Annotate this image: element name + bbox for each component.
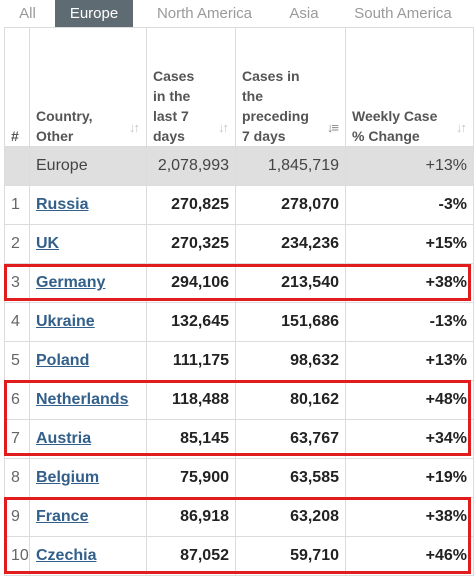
weekly-change: -13%: [345, 302, 474, 342]
header-index: #: [4, 27, 30, 147]
cases-preceding7: 278,070: [235, 185, 346, 225]
table-row: 5 Poland 111,175 98,632 +13%: [4, 341, 474, 381]
cases-last7: 270,325: [146, 224, 236, 264]
cases-last7: 270,825: [146, 185, 236, 225]
weekly-change: +38%: [345, 263, 474, 303]
country-link[interactable]: Netherlands: [36, 391, 129, 408]
cases-preceding7: 98,632: [235, 341, 346, 381]
cases-preceding7: 151,686: [235, 302, 346, 342]
header-weekly-change[interactable]: Weekly Case % Change ↓↑: [345, 27, 474, 147]
weekly-change: +19%: [345, 458, 474, 498]
weekly-change: -3%: [345, 185, 474, 225]
row-index: 4: [4, 302, 30, 342]
total-index: [4, 146, 30, 186]
row-index: 8: [4, 458, 30, 498]
row-index: 6: [4, 380, 30, 420]
country-link[interactable]: UK: [36, 235, 60, 252]
cases-last7: 86,918: [146, 497, 236, 537]
cases-preceding7: 63,585: [235, 458, 346, 498]
total-weekly-change: +13%: [345, 146, 474, 186]
cases-last7: 294,106: [146, 263, 236, 303]
table-row: 1 Russia 270,825 278,070 -3%: [4, 185, 474, 225]
row-index: 7: [4, 419, 30, 459]
tab-asia[interactable]: Asia: [289, 5, 319, 22]
row-index: 9: [4, 497, 30, 537]
table-row: 2 UK 270,325 234,236 +15%: [4, 224, 474, 264]
country-link[interactable]: France: [36, 508, 89, 525]
tab-europe[interactable]: Europe: [55, 0, 133, 27]
table-row: 8 Belgium 75,900 63,585 +19%: [4, 458, 474, 498]
header-cases-preceding7[interactable]: Cases in the preceding 7 days ↓≡: [235, 27, 346, 147]
row-index: 1: [4, 185, 30, 225]
cases-last7: 132,645: [146, 302, 236, 342]
total-cases-preceding7: 1,845,719: [235, 146, 346, 186]
country-link[interactable]: Russia: [36, 196, 89, 213]
tab-all[interactable]: All: [19, 5, 36, 22]
cases-preceding7: 59,710: [235, 536, 346, 576]
weekly-change: +38%: [345, 497, 474, 537]
total-cases-last7: 2,078,993: [146, 146, 236, 186]
weekly-change: +34%: [345, 419, 474, 459]
cases-last7: 85,145: [146, 419, 236, 459]
tab-north-america[interactable]: North America: [156, 5, 253, 22]
weekly-change: +48%: [345, 380, 474, 420]
row-index: 3: [4, 263, 30, 303]
total-row: Europe 2,078,993 1,845,719 +13%: [4, 146, 474, 186]
sort-arrows-icon[interactable]: ↓↑: [456, 120, 467, 135]
country-link[interactable]: Germany: [36, 274, 106, 291]
cases-last7: 118,488: [146, 380, 236, 420]
weekly-change: +15%: [345, 224, 474, 264]
header-cases-last7[interactable]: Cases in the last 7 days ↓↑: [146, 27, 236, 147]
region-tabs: All Europe North America Asia South Amer…: [0, 0, 474, 27]
country-link[interactable]: Ukraine: [36, 313, 95, 330]
country-link[interactable]: Czechia: [36, 547, 97, 564]
cases-table: # Country, Other ↓↑ Cases in the last 7 d…: [4, 27, 474, 576]
country-link[interactable]: Belgium: [36, 469, 100, 486]
sort-arrows-icon[interactable]: ↓↑: [218, 120, 229, 135]
cases-last7: 87,052: [146, 536, 236, 576]
cases-preceding7: 63,767: [235, 419, 346, 459]
sort-arrows-icon[interactable]: ↓↑: [129, 120, 140, 135]
row-index: 5: [4, 341, 30, 381]
cases-preceding7: 213,540: [235, 263, 346, 303]
header-row: # Country, Other ↓↑ Cases in the last 7 d…: [4, 27, 474, 147]
sort-desc-icon[interactable]: ↓≡: [326, 120, 339, 135]
tab-south-america[interactable]: South America: [354, 5, 452, 22]
cases-preceding7: 80,162: [235, 380, 346, 420]
table-row: 7 Austria 85,145 63,767 +34%: [4, 419, 474, 459]
row-index: 10: [4, 536, 30, 576]
table-row: 3 Germany 294,106 213,540 +38%: [4, 263, 474, 303]
weekly-change: +13%: [345, 341, 474, 381]
country-link[interactable]: Austria: [36, 430, 92, 447]
table-row: 4 Ukraine 132,645 151,686 -13%: [4, 302, 474, 342]
cases-last7: 75,900: [146, 458, 236, 498]
cases-last7: 111,175: [146, 341, 236, 381]
total-region: Europe: [29, 146, 147, 186]
table-row: 9 France 86,918 63,208 +38%: [4, 497, 474, 537]
row-index: 2: [4, 224, 30, 264]
table-row: 6 Netherlands 118,488 80,162 +48%: [4, 380, 474, 420]
cases-preceding7: 234,236: [235, 224, 346, 264]
country-link[interactable]: Poland: [36, 352, 90, 369]
cases-preceding7: 63,208: [235, 497, 346, 537]
header-country[interactable]: Country, Other ↓↑: [29, 27, 147, 147]
weekly-change: +46%: [345, 536, 474, 576]
table-row: 10 Czechia 87,052 59,710 +46%: [4, 536, 474, 576]
